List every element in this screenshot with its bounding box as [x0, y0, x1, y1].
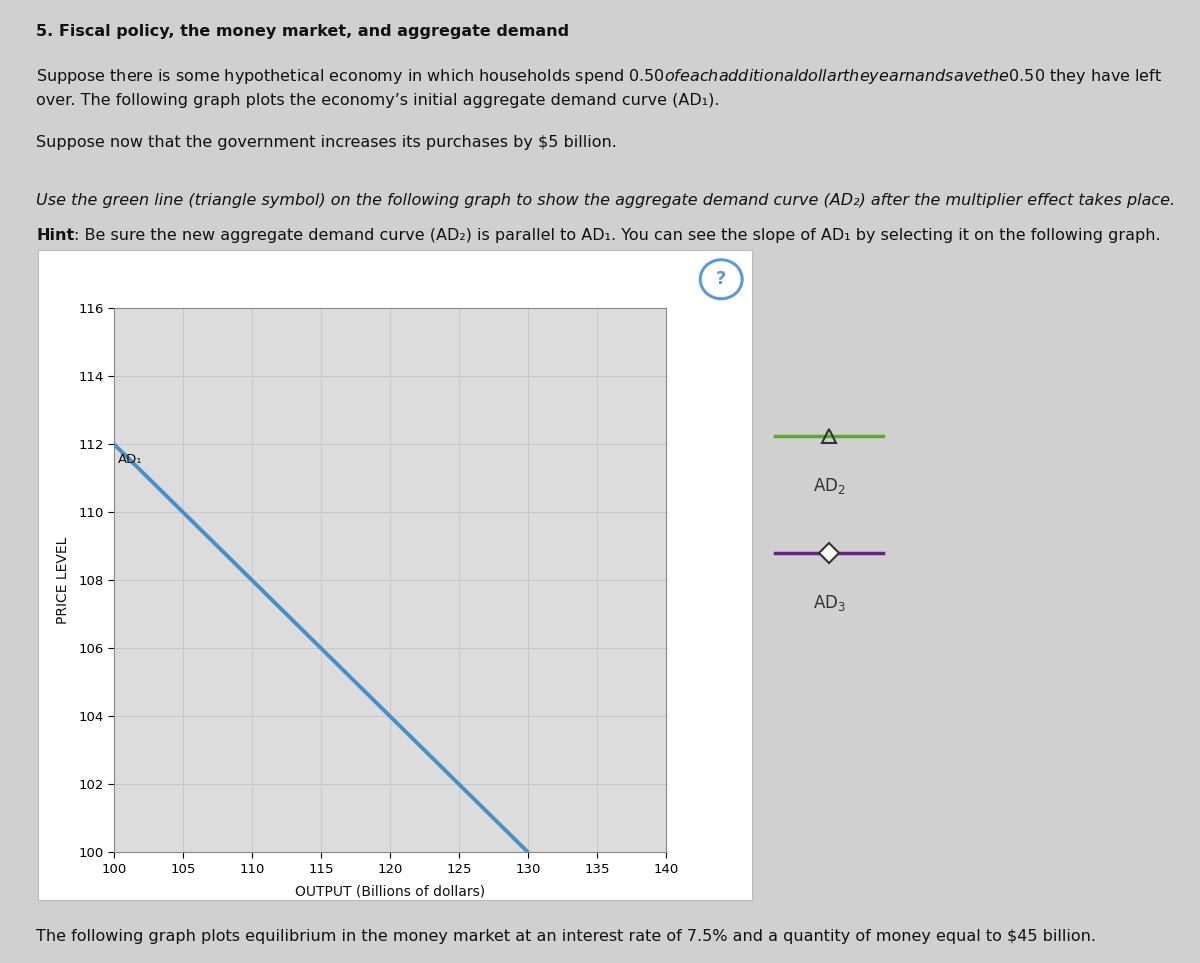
Y-axis label: PRICE LEVEL: PRICE LEVEL [55, 536, 70, 624]
Text: over. The following graph plots the economy’s initial aggregate demand curve (AD: over. The following graph plots the econ… [36, 93, 720, 109]
Text: The following graph plots equilibrium in the money market at an interest rate of: The following graph plots equilibrium in… [36, 928, 1096, 944]
Text: Use the green line (triangle symbol) on the following graph to show the aggregat: Use the green line (triangle symbol) on … [36, 193, 1175, 208]
Text: Hint: Hint [36, 228, 74, 244]
X-axis label: OUTPUT (Billions of dollars): OUTPUT (Billions of dollars) [295, 884, 485, 898]
Text: Suppose there is some hypothetical economy in which households spend $0.50 of ea: Suppose there is some hypothetical econo… [36, 67, 1163, 87]
Text: AD₁: AD₁ [118, 453, 143, 466]
Text: : Be sure the new aggregate demand curve (AD₂) is parallel to AD₁. You can see t: : Be sure the new aggregate demand curve… [74, 228, 1162, 244]
Text: $\mathregular{AD_3}$: $\mathregular{AD_3}$ [812, 593, 846, 613]
Text: $\mathregular{AD_2}$: $\mathregular{AD_2}$ [812, 476, 846, 496]
Text: 5. Fiscal policy, the money market, and aggregate demand: 5. Fiscal policy, the money market, and … [36, 24, 569, 39]
Text: Suppose now that the government increases its purchases by $5 billion.: Suppose now that the government increase… [36, 135, 617, 150]
Text: ?: ? [716, 271, 726, 288]
